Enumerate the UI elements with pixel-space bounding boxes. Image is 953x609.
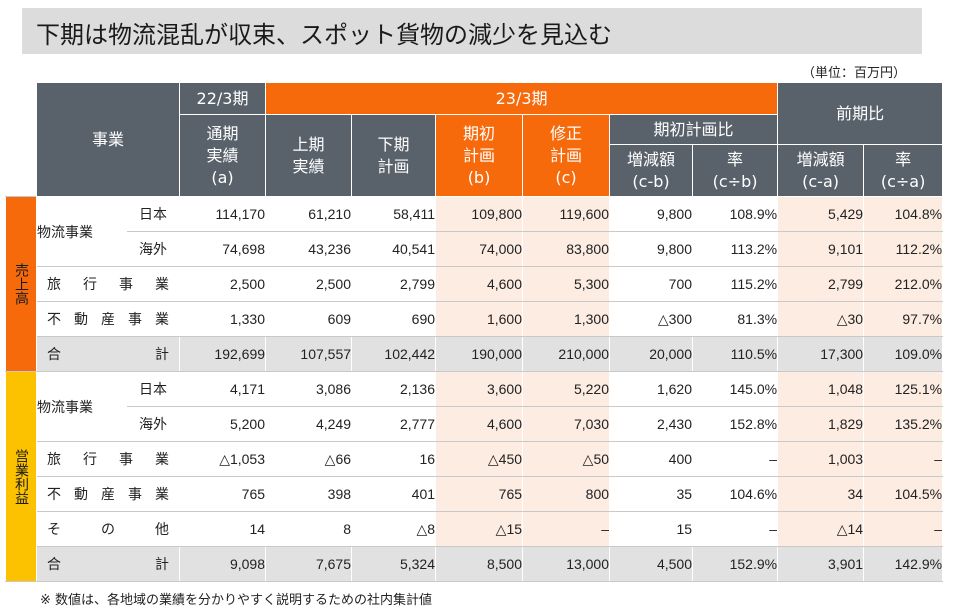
table-row: 旅行事業 2,500 2,500 2,799 4,600 5,300 700 1… [6, 266, 944, 302]
table-row: 営業利益 物流事業 日本 4,171 3,086 2,136 3,600 5,2… [5, 371, 944, 582]
row-label-travel: 旅行事業 [35, 441, 181, 477]
row-label-travel: 旅行事業 [35, 266, 181, 302]
sales-section-label: 売上高 [5, 196, 37, 372]
row-label-logistics: 物流事業 [36, 371, 127, 442]
initial-plan-header: 期初 計画 (b) [435, 114, 524, 197]
change-cb-header: 増減額 (c-b) [609, 144, 694, 197]
results-table: 事業 22/3期 23/3期 前期比 通期 実績 (a) 上期 実績 下期 計画 期初計… [5, 82, 944, 582]
row-label-overseas: 海外 [125, 231, 181, 267]
row-label-overseas: 海外 [125, 406, 181, 442]
row-label-total: 合計 [35, 546, 181, 582]
table-row-total: 合計 192,699 107,557 102,442 190,000 210,0… [6, 336, 944, 372]
h1-actual-header: 上期 実績 [265, 114, 353, 197]
op-profit-section-label: 営業利益 [5, 371, 37, 582]
row-label-total: 合計 [35, 336, 181, 372]
unit-note: （単位：百万円） [802, 66, 907, 81]
table-row: 海外 5,200 4,249 2,777 4,600 7,030 2,430 1… [6, 406, 944, 442]
business-header: 事業 [35, 82, 181, 197]
table-row: 旅行事業 △1,053 △66 16 △450 △50 400 – 1,003 … [6, 441, 944, 477]
row-label-realestate: 不動産事業 [35, 301, 181, 337]
initial-plan-compare-header: 期初計画比 [609, 114, 779, 145]
table-row-total: 合計 9,098 7,675 5,324 8,500 13,000 4,500 … [6, 546, 944, 582]
row-label-japan: 日本 [125, 196, 181, 232]
annual-actual-header: 通期 実績 (a) [179, 114, 267, 197]
change-ca-header: 増減額 (c-a) [777, 144, 865, 197]
table-row: 不動産事業 1,330 609 690 1,600 1,300 △300 81.… [6, 301, 944, 337]
h2-plan-header: 下期 計画 [351, 114, 437, 197]
prev-compare-header: 前期比 [777, 82, 944, 145]
table-row: 不動産事業 765 398 401 765 800 35 104.6% 34 1… [6, 476, 944, 512]
rate-cb-header: 率 (c÷b) [692, 144, 779, 197]
revised-plan-header: 修正 計画 (c) [522, 114, 611, 197]
title-bar: 下期は物流混乱が収束、スポット貨物の減少を見込む [22, 8, 922, 54]
table-row: 海外 74,698 43,236 40,541 74,000 83,800 9,… [6, 231, 944, 267]
page-title: 下期は物流混乱が収束、スポット貨物の減少を見込む [36, 21, 612, 49]
row-label-logistics: 物流事業 [36, 196, 127, 267]
corner-blank [5, 82, 37, 115]
fy22-header: 22/3期 [179, 82, 267, 115]
table-row: その他 14 8 △8 △15 – 15 – △14 – [6, 511, 944, 547]
fy23-header: 23/3期 [265, 82, 779, 115]
row-label-other: その他 [35, 511, 181, 547]
footnote: ※ 数値は、各地域の業績を分かりやすく説明するための社内集計値 [40, 593, 433, 608]
rate-ca-header: 率 (c÷a) [863, 144, 944, 197]
table-row: 売上高 物流事業 日本 114,170 61,210 58,411 109,80… [5, 196, 944, 372]
row-label-realestate: 不動産事業 [35, 476, 181, 512]
row-label-japan: 日本 [125, 371, 181, 407]
